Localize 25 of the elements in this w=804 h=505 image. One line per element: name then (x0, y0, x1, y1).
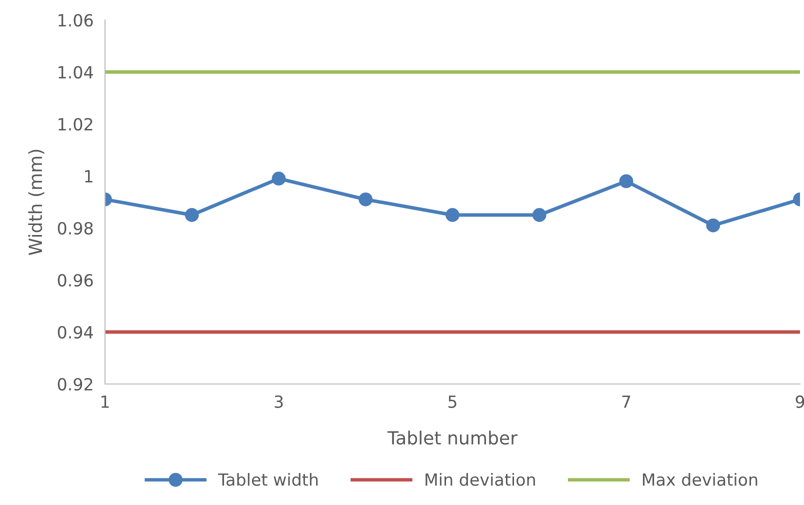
point (272, 172, 286, 186)
point (532, 208, 546, 222)
legend-label: Tablet width (218, 472, 318, 486)
point (446, 208, 460, 222)
x-tick-label: 3 (274, 395, 283, 408)
x-axis-title: Tablet number (387, 430, 518, 445)
x-tick-label: 7 (622, 396, 630, 408)
x-tick-label: 9 (796, 395, 804, 408)
y-tick-label: 0.98 (58, 222, 93, 235)
y-tick-label: 0.96 (58, 274, 93, 287)
legend-label: Max deviation (642, 472, 758, 486)
point (706, 218, 720, 232)
y-tick-label: 1 (85, 170, 92, 182)
y-tick-label: 1.06 (58, 14, 93, 27)
legend-label: Min deviation (426, 472, 535, 486)
x-tick-label: 1 (102, 396, 109, 408)
point (358, 192, 373, 206)
y-axis-title: Width (mm) (28, 150, 44, 256)
y-tick-label: 0.92 (58, 378, 92, 391)
y-tick-label: 1.04 (58, 66, 93, 79)
point (184, 208, 199, 222)
x-tick-label: 5 (448, 396, 456, 408)
point (619, 174, 634, 188)
y-tick-label: 0.94 (58, 326, 93, 339)
y-tick-label: 1.02 (58, 118, 92, 131)
